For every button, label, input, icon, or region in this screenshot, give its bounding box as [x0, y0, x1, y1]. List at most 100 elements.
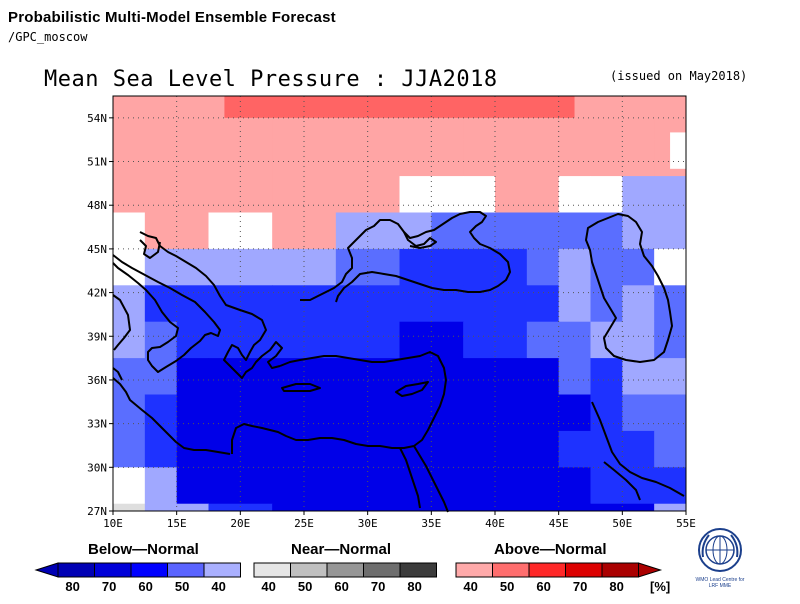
grid-cell	[622, 285, 655, 323]
grid-cell	[304, 394, 337, 432]
grid-cell	[272, 139, 305, 177]
map-title: Mean Sea Level Pressure : JJA2018	[44, 67, 498, 92]
lon-tick-label: 35E	[421, 517, 441, 530]
lat-tick-label: 36N	[87, 374, 107, 387]
legend-above-tick: 40	[463, 579, 478, 594]
grid-cell	[622, 176, 655, 213]
grid-cell	[399, 358, 432, 396]
grid-cell	[622, 321, 655, 359]
grid-cell	[240, 467, 273, 505]
grid-cell	[558, 285, 591, 323]
grid-cell	[431, 430, 464, 468]
map-frame	[112, 95, 687, 512]
grid-cell	[558, 467, 591, 505]
grid-cell	[208, 430, 241, 468]
legend-above-swatch	[565, 562, 603, 578]
grid-cell	[144, 176, 178, 213]
legend-below-tick: 40	[211, 579, 226, 594]
grid-cell	[208, 176, 241, 213]
map-axes: 10E 15E 20E 25E 30E 35E 40E 45E 50E 55E 54N 51N 48N 4…	[87, 95, 696, 530]
grid-cell	[335, 139, 369, 177]
grid-cell	[622, 139, 655, 177]
legend-below-swatch	[94, 562, 132, 578]
logo-line2: LRF MME	[708, 583, 732, 589]
grid-cell	[144, 248, 178, 286]
grid-cell	[176, 394, 209, 432]
grid-cell	[622, 358, 655, 396]
grid-cell	[272, 248, 305, 286]
grid-cell	[495, 212, 528, 250]
grid-cell	[463, 176, 496, 213]
grid-cell	[622, 212, 655, 250]
grid-cell	[304, 321, 337, 359]
grid-cell	[654, 503, 687, 512]
grid-cell	[590, 139, 623, 177]
probability-grid	[113, 96, 687, 512]
grid-cell	[208, 321, 241, 359]
grid-cell	[399, 176, 432, 213]
legend-above-swatch	[492, 562, 530, 578]
grid-cell	[272, 503, 305, 512]
grid-cell	[399, 467, 432, 505]
grid-cell	[622, 430, 655, 468]
legend-below-swatch	[57, 562, 95, 578]
lon-tick-label: 25E	[294, 517, 314, 530]
legend-near-tick: 60	[334, 579, 349, 594]
legend-below-arrow	[34, 562, 59, 578]
grid-cell	[558, 503, 591, 512]
grid-cell	[431, 503, 464, 512]
grid-cell	[272, 176, 305, 213]
grid-cell	[431, 285, 464, 323]
grid-cell	[113, 467, 146, 505]
grid-cell	[526, 176, 560, 213]
grid-cell	[208, 503, 241, 512]
grid-cell	[240, 248, 273, 286]
grid-cell	[399, 394, 432, 432]
lon-tick-label: 45E	[549, 517, 569, 530]
grid-cell	[272, 212, 305, 250]
grid-cell	[208, 212, 241, 250]
grid-cell	[590, 503, 623, 512]
grid-cell	[367, 176, 400, 213]
map-gridlines	[113, 96, 686, 511]
grid-cell	[208, 467, 241, 505]
grid-cell	[304, 467, 337, 505]
legend-unit: [%]	[650, 579, 671, 594]
header-subtitle: /GPC_moscow	[8, 30, 88, 44]
lon-tick-label: 50E	[612, 517, 632, 530]
wmo-emblem-icon	[698, 528, 742, 572]
grid-cell	[304, 285, 337, 323]
coastlines	[112, 211, 685, 513]
grid-cell	[304, 248, 337, 286]
grid-cell	[463, 321, 496, 359]
grid-cell	[208, 358, 241, 396]
grid-cell	[654, 176, 687, 213]
lat-tick-label: 33N	[87, 418, 107, 431]
grid-cell	[176, 139, 209, 177]
grid-cell	[495, 285, 528, 323]
grid-cell	[495, 176, 528, 213]
legend-above-tick: 80	[609, 579, 624, 594]
grid-cell	[144, 285, 178, 323]
legend-near-tick: 70	[370, 579, 386, 594]
grid-cell	[113, 394, 146, 432]
grid-cell	[495, 358, 528, 396]
grid-cell	[272, 285, 305, 323]
grid-cell	[526, 503, 560, 512]
lat-tick-label: 54N	[87, 112, 107, 125]
legend-near-swatch	[326, 562, 364, 578]
legend-above-tick: 60	[536, 579, 551, 594]
grid-cell	[463, 467, 496, 505]
grid-cell	[463, 503, 496, 512]
grid-cell	[367, 503, 400, 512]
grid-cell	[399, 139, 432, 177]
grid-cell	[208, 248, 241, 286]
legend-near-swatch	[363, 562, 401, 578]
legend-below-swatch	[167, 562, 205, 578]
grid-cell	[144, 467, 178, 505]
grid-cell	[495, 394, 528, 432]
grid-cell	[590, 176, 623, 213]
grid-cell	[304, 176, 337, 213]
legend-below-swatch	[130, 562, 168, 578]
